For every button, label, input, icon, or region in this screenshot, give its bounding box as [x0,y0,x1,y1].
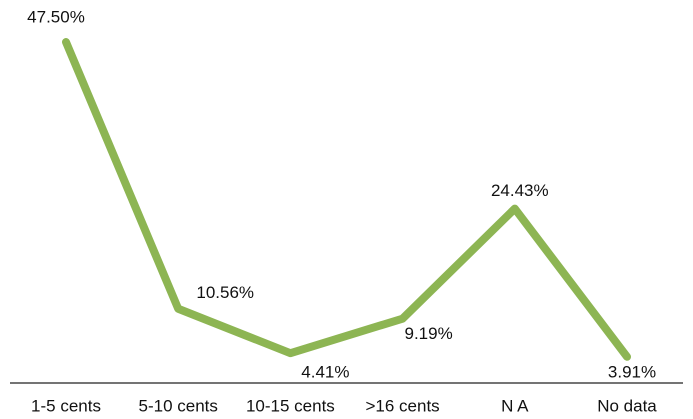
x-tick-label: 1-5 cents [31,396,101,415]
data-label: 10.56% [196,283,254,302]
data-label: 24.43% [491,181,549,200]
x-tick-label: 5-10 cents [139,396,218,415]
x-tick-label: >16 cents [365,396,439,415]
data-label: 4.41% [301,363,349,382]
x-tick-label: 10-15 cents [246,396,335,415]
data-label: 3.91% [608,362,656,381]
data-label: 9.19% [404,324,452,343]
x-tick-label: N A [501,396,529,415]
line [62,38,631,361]
data-label: 47.50% [27,8,85,27]
x-tick-label: No data [597,396,657,415]
